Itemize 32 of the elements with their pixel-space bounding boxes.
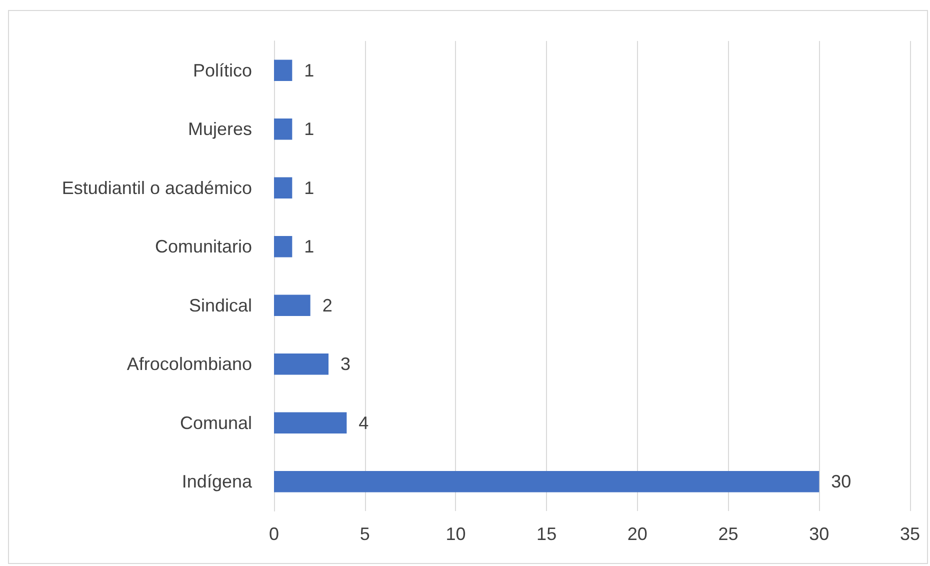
data-label: 4 bbox=[358, 412, 369, 433]
x-tick-label: 0 bbox=[268, 524, 280, 544]
data-label: 1 bbox=[304, 236, 314, 257]
bar bbox=[274, 118, 292, 140]
x-tick-label: 15 bbox=[536, 524, 557, 544]
bar bbox=[274, 236, 292, 258]
x-tick-label: 5 bbox=[360, 524, 370, 544]
data-label: 30 bbox=[831, 472, 852, 492]
y-tick-label: Indígena bbox=[182, 472, 253, 492]
x-tick-label: 30 bbox=[809, 524, 830, 544]
x-tick-label: 35 bbox=[900, 524, 920, 544]
x-tick-label: 10 bbox=[446, 524, 466, 544]
x-tick-label: 20 bbox=[627, 524, 648, 544]
bar bbox=[274, 294, 310, 316]
data-label: 1 bbox=[304, 60, 314, 80]
y-tick-label: Sindical bbox=[188, 295, 252, 316]
y-tick-label: Estudiantil o académico bbox=[62, 178, 252, 198]
data-label: 1 bbox=[304, 178, 314, 198]
y-tick-label: Comunal bbox=[180, 412, 252, 433]
bar bbox=[274, 177, 292, 198]
data-label: 3 bbox=[340, 354, 351, 374]
bar bbox=[274, 60, 292, 81]
x-tick-label: 25 bbox=[718, 524, 738, 544]
bar bbox=[274, 354, 329, 375]
data-label: 2 bbox=[322, 295, 332, 316]
y-tick-label: Político bbox=[192, 60, 252, 80]
bar bbox=[274, 471, 820, 492]
y-tick-label: Mujeres bbox=[188, 119, 252, 140]
y-tick-label: Comunitario bbox=[154, 236, 252, 257]
bar bbox=[274, 412, 347, 434]
y-tick-label: Afrocolombiano bbox=[126, 354, 252, 374]
data-label: 1 bbox=[304, 119, 314, 140]
